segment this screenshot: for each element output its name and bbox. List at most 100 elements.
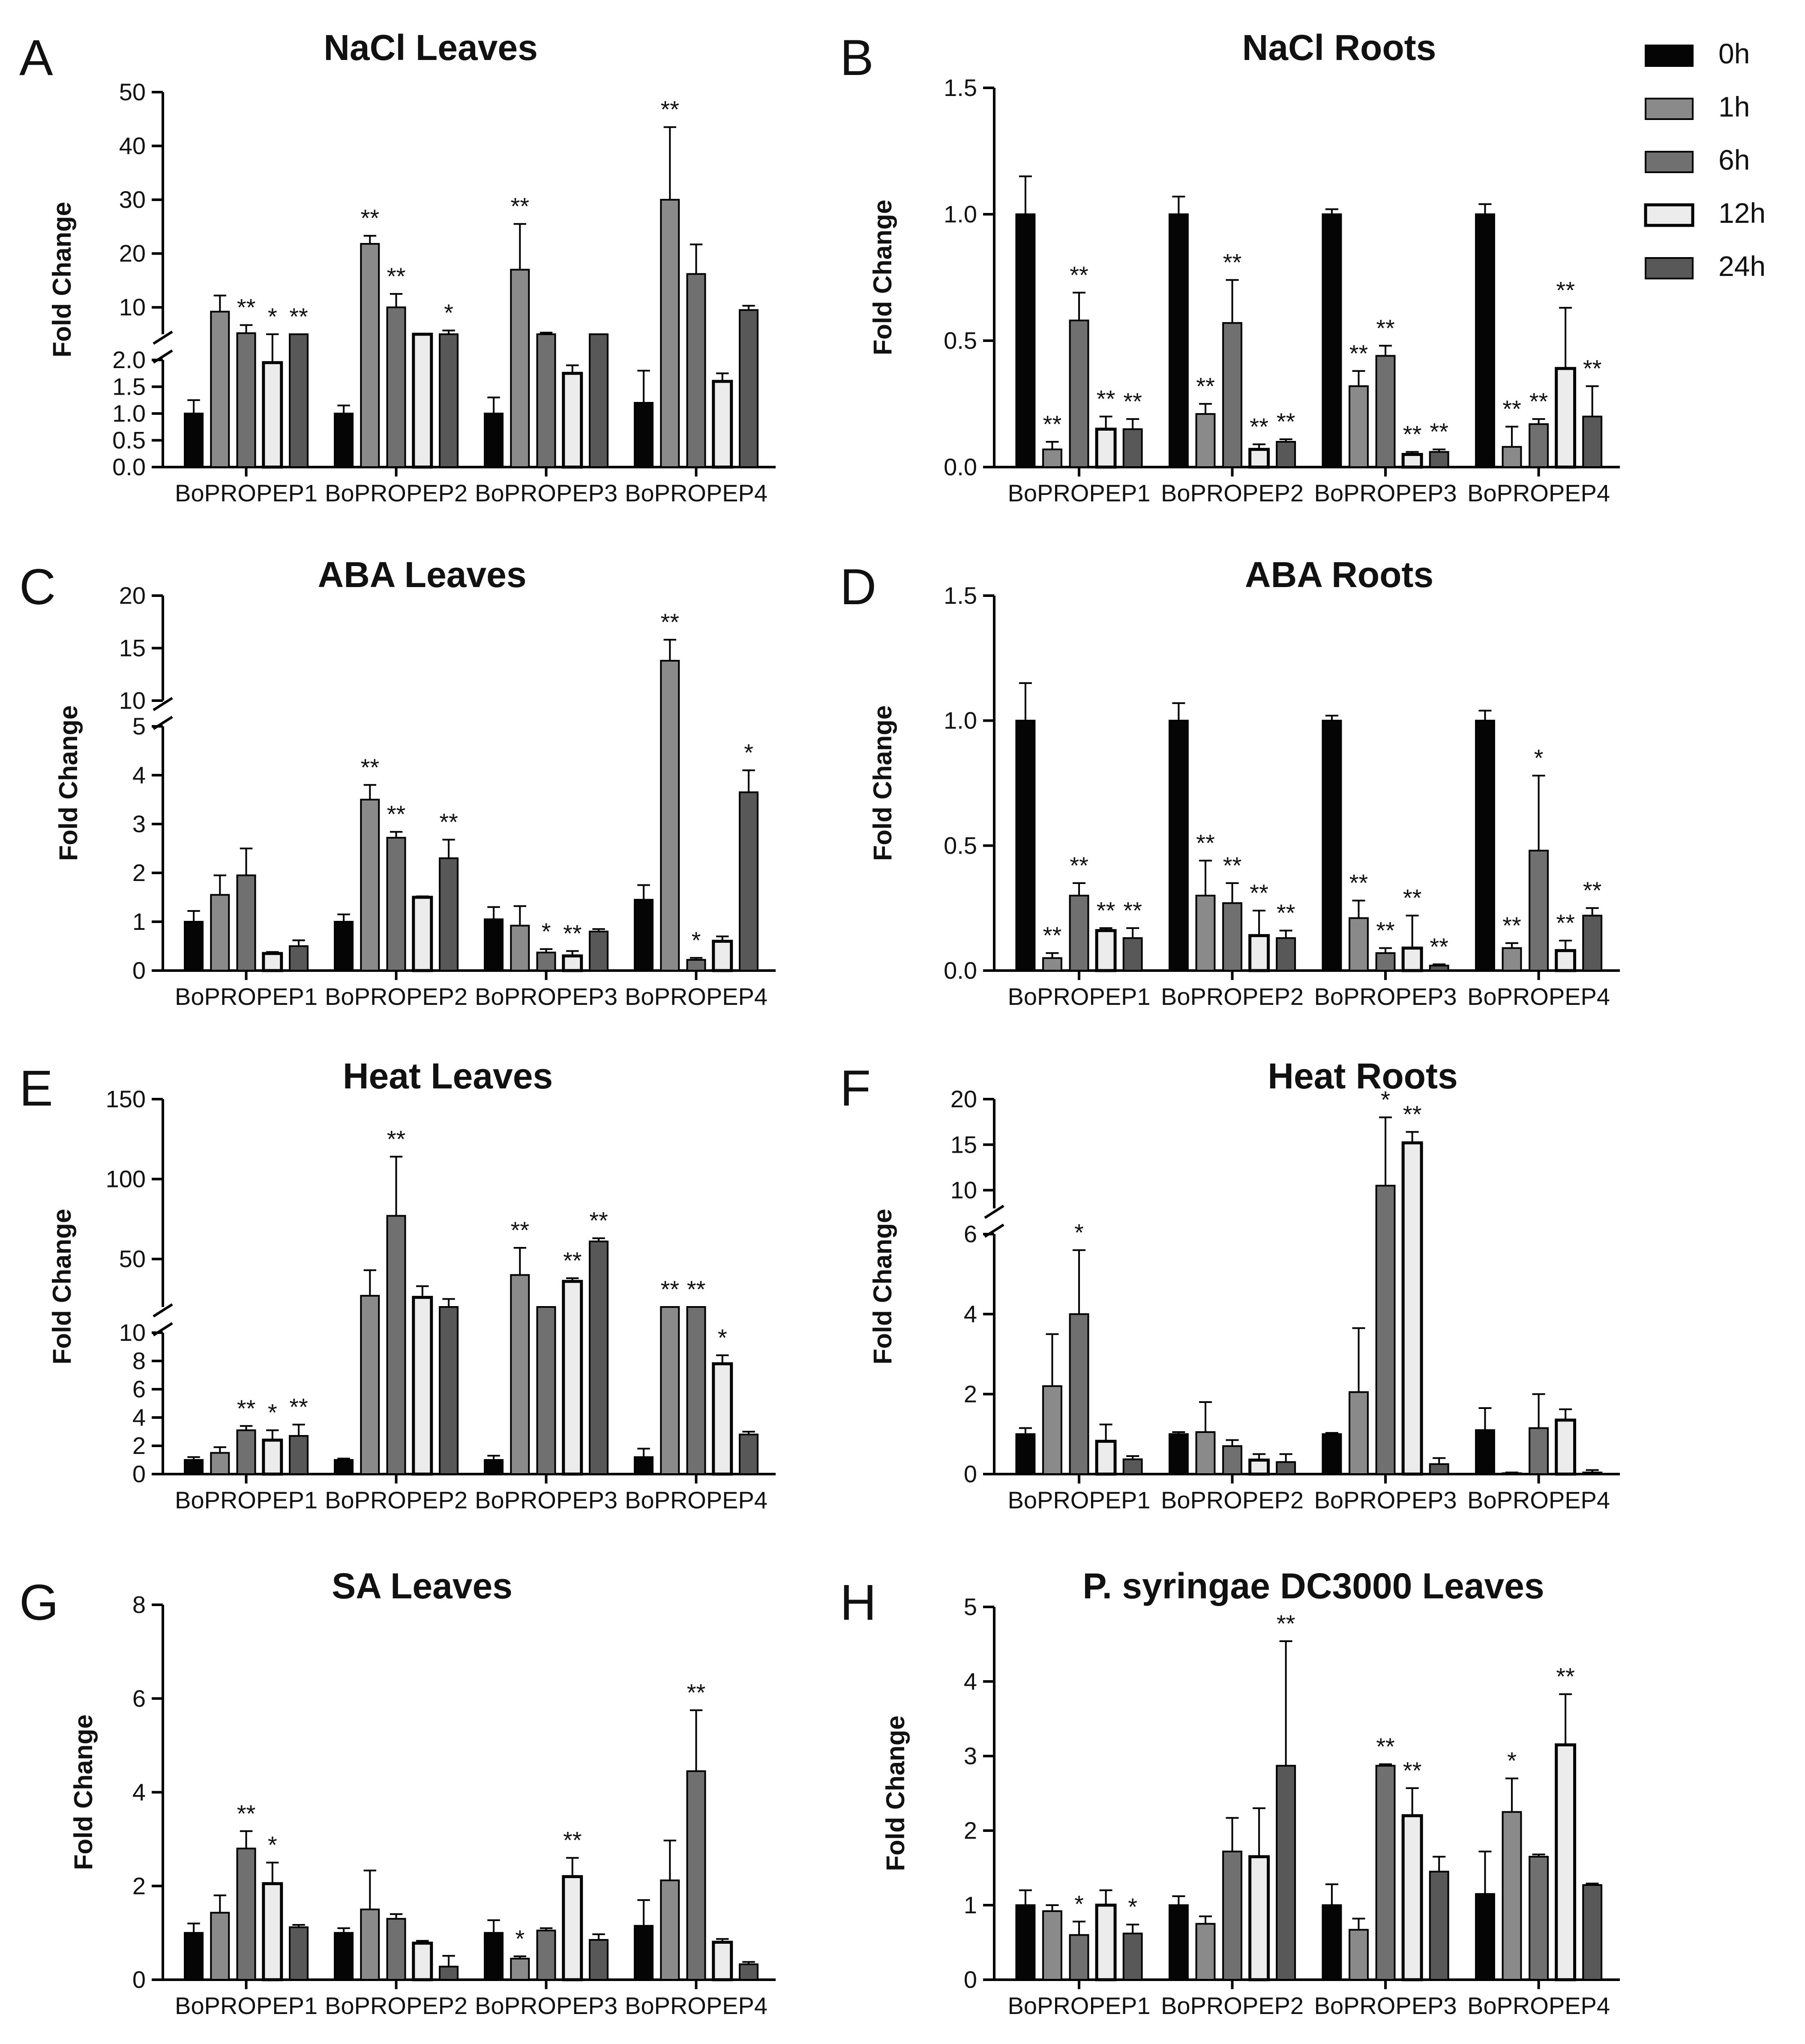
bar	[1375, 952, 1396, 972]
x-category-label: BoPROPEP4	[1467, 1487, 1610, 1514]
y-tick-label: 2	[132, 1432, 146, 1459]
panel-letter: C	[19, 559, 56, 615]
y-tick-label: 40	[119, 132, 146, 159]
y-tick-label: 0.5	[944, 832, 977, 859]
bar	[1475, 213, 1495, 468]
y-tick-label: 1.5	[112, 373, 146, 400]
significance-label: **	[1376, 1733, 1395, 1760]
bar	[1429, 1463, 1449, 1475]
panel-letter: B	[840, 30, 874, 86]
significance-label: *	[515, 1925, 525, 1952]
bar	[1069, 1313, 1089, 1475]
panel-letter: F	[840, 1060, 871, 1117]
bar	[536, 1306, 556, 1475]
y-tick-label: 4	[132, 761, 146, 788]
bar	[1195, 1431, 1216, 1475]
significance-label: **	[687, 1679, 706, 1706]
x-category-label: BoPROPEP3	[1314, 1487, 1457, 1514]
significance-label: **	[1376, 315, 1395, 342]
axis-break-mark	[153, 1322, 173, 1337]
y-tick-label: 10	[119, 687, 146, 714]
bar	[484, 1459, 504, 1475]
significance-label: **	[1070, 261, 1088, 288]
y-tick-label: 0.0	[944, 957, 977, 984]
bar	[1322, 1433, 1342, 1475]
significance-label: **	[1277, 408, 1295, 435]
significance-label: **	[660, 96, 679, 123]
significance-label: **	[1123, 388, 1142, 415]
bar	[334, 413, 354, 468]
bar	[634, 1925, 654, 1981]
y-tick-label: 8	[132, 1591, 146, 1618]
y-axis-title: Fold Change	[69, 1714, 98, 1870]
bar	[739, 791, 759, 972]
bar	[386, 836, 406, 972]
bar	[1555, 949, 1577, 972]
bar	[1475, 1429, 1495, 1475]
bar	[1042, 448, 1062, 468]
bar	[236, 874, 256, 971]
bar	[484, 1932, 504, 1981]
panel-letter: H	[840, 1574, 876, 1631]
bar	[634, 1456, 654, 1475]
legend-label: 24h	[1718, 250, 1766, 282]
bar	[360, 799, 380, 971]
x-category-label: BoPROPEP3	[475, 983, 618, 1010]
y-tick-label: 0.0	[112, 453, 146, 480]
bar	[1095, 1439, 1117, 1476]
bar	[1168, 1433, 1189, 1475]
chart-title: Heat Leaves	[343, 1056, 553, 1096]
bar	[536, 951, 556, 972]
bar	[1401, 947, 1423, 972]
significance-label: *	[718, 1324, 727, 1351]
y-tick-label: 2	[132, 1872, 146, 1899]
x-category-label: BoPROPEP2	[325, 983, 468, 1010]
y-tick-label: 6	[132, 1376, 146, 1403]
significance-label: **	[1403, 1101, 1422, 1128]
y-tick-label: 30	[119, 186, 146, 213]
y-tick-label: 0	[132, 957, 146, 984]
bar	[1195, 1923, 1216, 1981]
bar	[1401, 453, 1423, 469]
y-tick-label: 0	[964, 1966, 977, 1993]
bar	[1276, 1765, 1296, 1981]
bar	[1429, 1870, 1449, 1981]
x-category-label: BoPROPEP3	[1314, 480, 1457, 507]
y-tick-label: 2	[964, 1817, 977, 1844]
bar	[1195, 895, 1216, 971]
bar	[360, 1295, 380, 1475]
bar	[1349, 1391, 1369, 1475]
x-category-label: BoPROPEP2	[325, 480, 468, 507]
significance-label: **	[387, 263, 406, 290]
significance-label: **	[1349, 869, 1368, 896]
bar	[184, 1459, 204, 1475]
significance-label: **	[660, 1276, 679, 1303]
bar	[1222, 1445, 1242, 1475]
significance-label: **	[1043, 922, 1062, 949]
significance-label: **	[237, 294, 256, 321]
bar	[1429, 451, 1449, 468]
significance-label: *	[268, 1399, 277, 1426]
bar	[210, 1912, 230, 1981]
y-tick-label: 6	[132, 1685, 146, 1712]
significance-label: **	[1502, 912, 1521, 939]
bar	[712, 1362, 733, 1476]
bar	[1322, 719, 1342, 971]
significance-label: **	[1196, 829, 1215, 856]
bar	[1069, 895, 1089, 971]
bar	[1248, 934, 1270, 972]
bar	[739, 1433, 759, 1475]
x-category-label: BoPROPEP3	[475, 480, 618, 507]
chart-panel-b: B NaCl Roots Fold Change 0.0 0.5 1.0 1.5 BoPROP…	[840, 27, 1620, 507]
x-category-label: BoPROPEP2	[1161, 1992, 1304, 2019]
bar	[1095, 929, 1117, 972]
significance-label: **	[1403, 1757, 1422, 1784]
x-category-label: BoPROPEP4	[1467, 480, 1610, 507]
y-tick-label: 2	[964, 1380, 977, 1407]
significance-label: **	[589, 1207, 608, 1234]
panel-letter: E	[19, 1060, 53, 1117]
legend-swatch	[1644, 203, 1694, 227]
x-category-label: BoPROPEP2	[1161, 1487, 1304, 1514]
chart-title: Heat Roots	[1268, 1056, 1457, 1096]
